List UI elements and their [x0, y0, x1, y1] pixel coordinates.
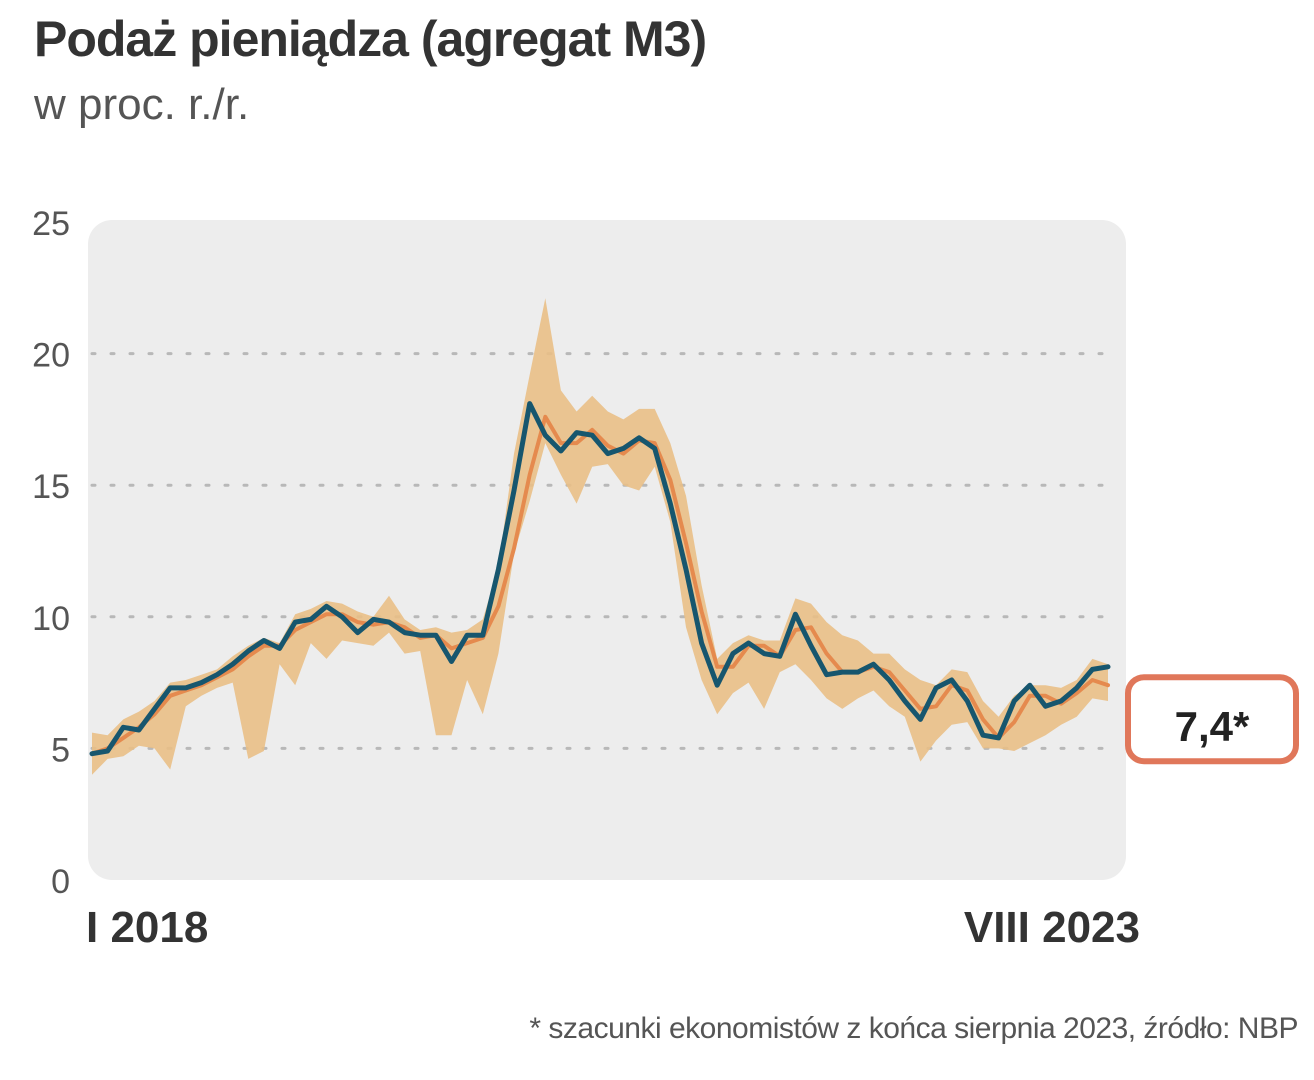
- y-axis-ticks: 0 5 10 15 20 25: [32, 205, 70, 901]
- forecast-range-band: [92, 298, 1108, 775]
- plot-background: [88, 220, 1126, 880]
- y-tick-label-10: 10: [32, 600, 70, 638]
- m3-actual-line: [89, 401, 1111, 757]
- value-callout: 7,4*: [1125, 674, 1299, 765]
- chart-subtitle: w proc. r./r.: [34, 80, 250, 129]
- y-tick-label-25: 25: [32, 205, 70, 243]
- x-label-end: VIII 2023: [964, 903, 1140, 952]
- chart-title: Podaż pieniądza (agregat M3): [34, 11, 707, 67]
- m3-chart: 0 5 10 15 20 25 I 2018 VIII 2023 7,4*: [32, 205, 1299, 952]
- y-tick-label-20: 20: [32, 337, 70, 375]
- footnote-source: * szacunki ekonomistów z końca sierpnia …: [529, 1012, 1298, 1045]
- x-label-start: I 2018: [86, 903, 208, 952]
- callout-box: [1125, 674, 1299, 765]
- y-tick-label-5: 5: [51, 731, 70, 769]
- y-tick-label-0: 0: [51, 863, 70, 901]
- forecast-median-line: [90, 414, 1110, 756]
- callout-value: 7,4*: [1175, 703, 1250, 750]
- y-tick-label-15: 15: [32, 468, 70, 506]
